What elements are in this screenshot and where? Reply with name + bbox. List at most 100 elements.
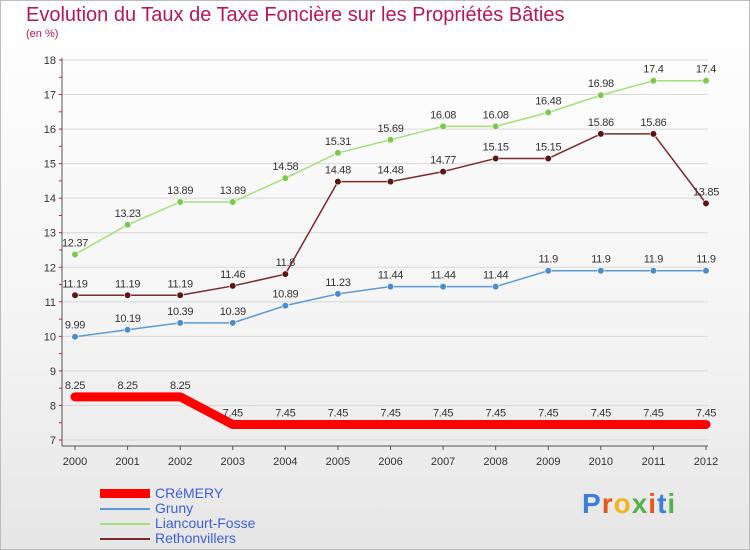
x-tick-label: 2007 bbox=[431, 456, 455, 468]
data-label: 15.15 bbox=[483, 141, 509, 153]
logo-letter: o bbox=[613, 488, 632, 519]
data-point bbox=[334, 290, 342, 298]
data-point bbox=[71, 333, 79, 341]
chart-title: Evolution du Taux de Taxe Foncière sur l… bbox=[26, 4, 565, 26]
data-label: 11.9 bbox=[591, 254, 611, 266]
x-tick-label: 2003 bbox=[221, 456, 245, 468]
data-label: 15.31 bbox=[325, 136, 351, 148]
data-point bbox=[492, 154, 500, 163]
x-tick-label: 2004 bbox=[273, 456, 297, 468]
chart-subtitle: (en %) bbox=[26, 28, 59, 40]
y-tick-label: 17 bbox=[44, 90, 56, 102]
x-tick-label: 2001 bbox=[115, 456, 139, 468]
data-point bbox=[439, 167, 447, 176]
data-point bbox=[544, 267, 552, 275]
data-label: 11.19 bbox=[168, 278, 193, 290]
data-label: 10.89 bbox=[272, 289, 298, 301]
data-point bbox=[386, 283, 395, 291]
data-point bbox=[702, 267, 710, 275]
x-tick-label: 2011 bbox=[642, 456, 666, 468]
data-label: 17.4 bbox=[696, 64, 716, 76]
y-tick-label: 16 bbox=[44, 124, 56, 136]
data-point bbox=[334, 178, 342, 186]
data-label: 7.45 bbox=[538, 407, 558, 419]
data-point bbox=[229, 198, 237, 206]
data-point bbox=[176, 319, 184, 327]
data-point bbox=[176, 291, 184, 299]
data-label: 11.19 bbox=[62, 278, 87, 290]
data-point bbox=[229, 282, 237, 290]
data-point bbox=[544, 154, 552, 163]
data-point bbox=[492, 122, 500, 130]
x-tick-label: 2005 bbox=[326, 456, 350, 468]
data-label: 14.58 bbox=[272, 161, 298, 173]
data-label: 10.39 bbox=[220, 306, 246, 318]
data-label: 8.25 bbox=[170, 380, 190, 392]
y-tick-label: 18 bbox=[44, 55, 56, 67]
logo-letter: x bbox=[631, 488, 649, 519]
data-point bbox=[123, 221, 132, 229]
x-tick-label: 2006 bbox=[378, 456, 402, 468]
data-point bbox=[649, 267, 658, 275]
series-line bbox=[70, 392, 711, 429]
data-point bbox=[334, 149, 342, 157]
data-label: 7.45 bbox=[643, 407, 663, 419]
data-label: 15.15 bbox=[535, 141, 561, 153]
data-label: 11.44 bbox=[483, 270, 508, 282]
data-point bbox=[229, 319, 237, 327]
data-label: 16.08 bbox=[483, 109, 509, 121]
data-label: 11.44 bbox=[378, 270, 403, 282]
data-label: 9.99 bbox=[65, 320, 85, 332]
data-label: 17.4 bbox=[643, 64, 663, 76]
x-tick-label: 2002 bbox=[168, 456, 192, 468]
data-label: 14.48 bbox=[325, 165, 351, 177]
data-point bbox=[702, 77, 710, 85]
data-point bbox=[281, 270, 289, 278]
data-point bbox=[597, 130, 605, 138]
data-label: 11.8 bbox=[276, 257, 296, 269]
data-point bbox=[439, 122, 447, 130]
data-point bbox=[386, 178, 395, 186]
data-label: 12.37 bbox=[62, 237, 88, 249]
x-tick-label: 2012 bbox=[694, 456, 718, 468]
data-label: 7.45 bbox=[486, 407, 506, 419]
data-label: 7.45 bbox=[223, 407, 243, 419]
data-label: 10.39 bbox=[167, 306, 193, 318]
data-label: 11.9 bbox=[696, 254, 716, 266]
data-label: 16.98 bbox=[588, 78, 614, 90]
data-label: 11.46 bbox=[220, 269, 245, 281]
data-point bbox=[597, 267, 605, 275]
data-label: 13.85 bbox=[693, 186, 719, 198]
data-point bbox=[439, 283, 447, 291]
data-label: 16.48 bbox=[535, 96, 561, 108]
y-tick-label: 13 bbox=[44, 228, 56, 240]
data-point bbox=[123, 291, 132, 299]
data-label: 14.77 bbox=[430, 155, 456, 167]
x-tick-label: 2000 bbox=[63, 456, 87, 468]
data-label: 11.9 bbox=[539, 254, 559, 266]
data-point bbox=[597, 91, 605, 99]
y-tick-label: 8 bbox=[50, 400, 56, 412]
legend-swatch bbox=[100, 538, 150, 540]
data-label: 7.45 bbox=[433, 407, 453, 419]
data-label: 14.48 bbox=[377, 165, 403, 177]
logo-letter: i bbox=[648, 488, 658, 519]
data-label: 16.08 bbox=[430, 109, 456, 121]
logo-letter: t bbox=[657, 488, 668, 519]
x-tick-label: 2008 bbox=[483, 456, 507, 468]
data-label: 15.86 bbox=[588, 117, 614, 129]
data-point bbox=[492, 283, 500, 291]
x-tick-label: 2009 bbox=[536, 456, 560, 468]
data-label: 10.19 bbox=[115, 313, 141, 325]
legend-swatch bbox=[100, 489, 150, 498]
legend-swatch bbox=[100, 523, 150, 525]
legend-swatch bbox=[100, 508, 150, 510]
data-label: 15.86 bbox=[640, 117, 666, 129]
data-point bbox=[71, 250, 79, 259]
y-tick-label: 12 bbox=[44, 262, 56, 274]
y-tick-label: 10 bbox=[44, 331, 56, 343]
y-tick-label: 15 bbox=[44, 159, 56, 171]
data-label: 13.89 bbox=[220, 185, 246, 197]
data-point bbox=[71, 291, 79, 299]
